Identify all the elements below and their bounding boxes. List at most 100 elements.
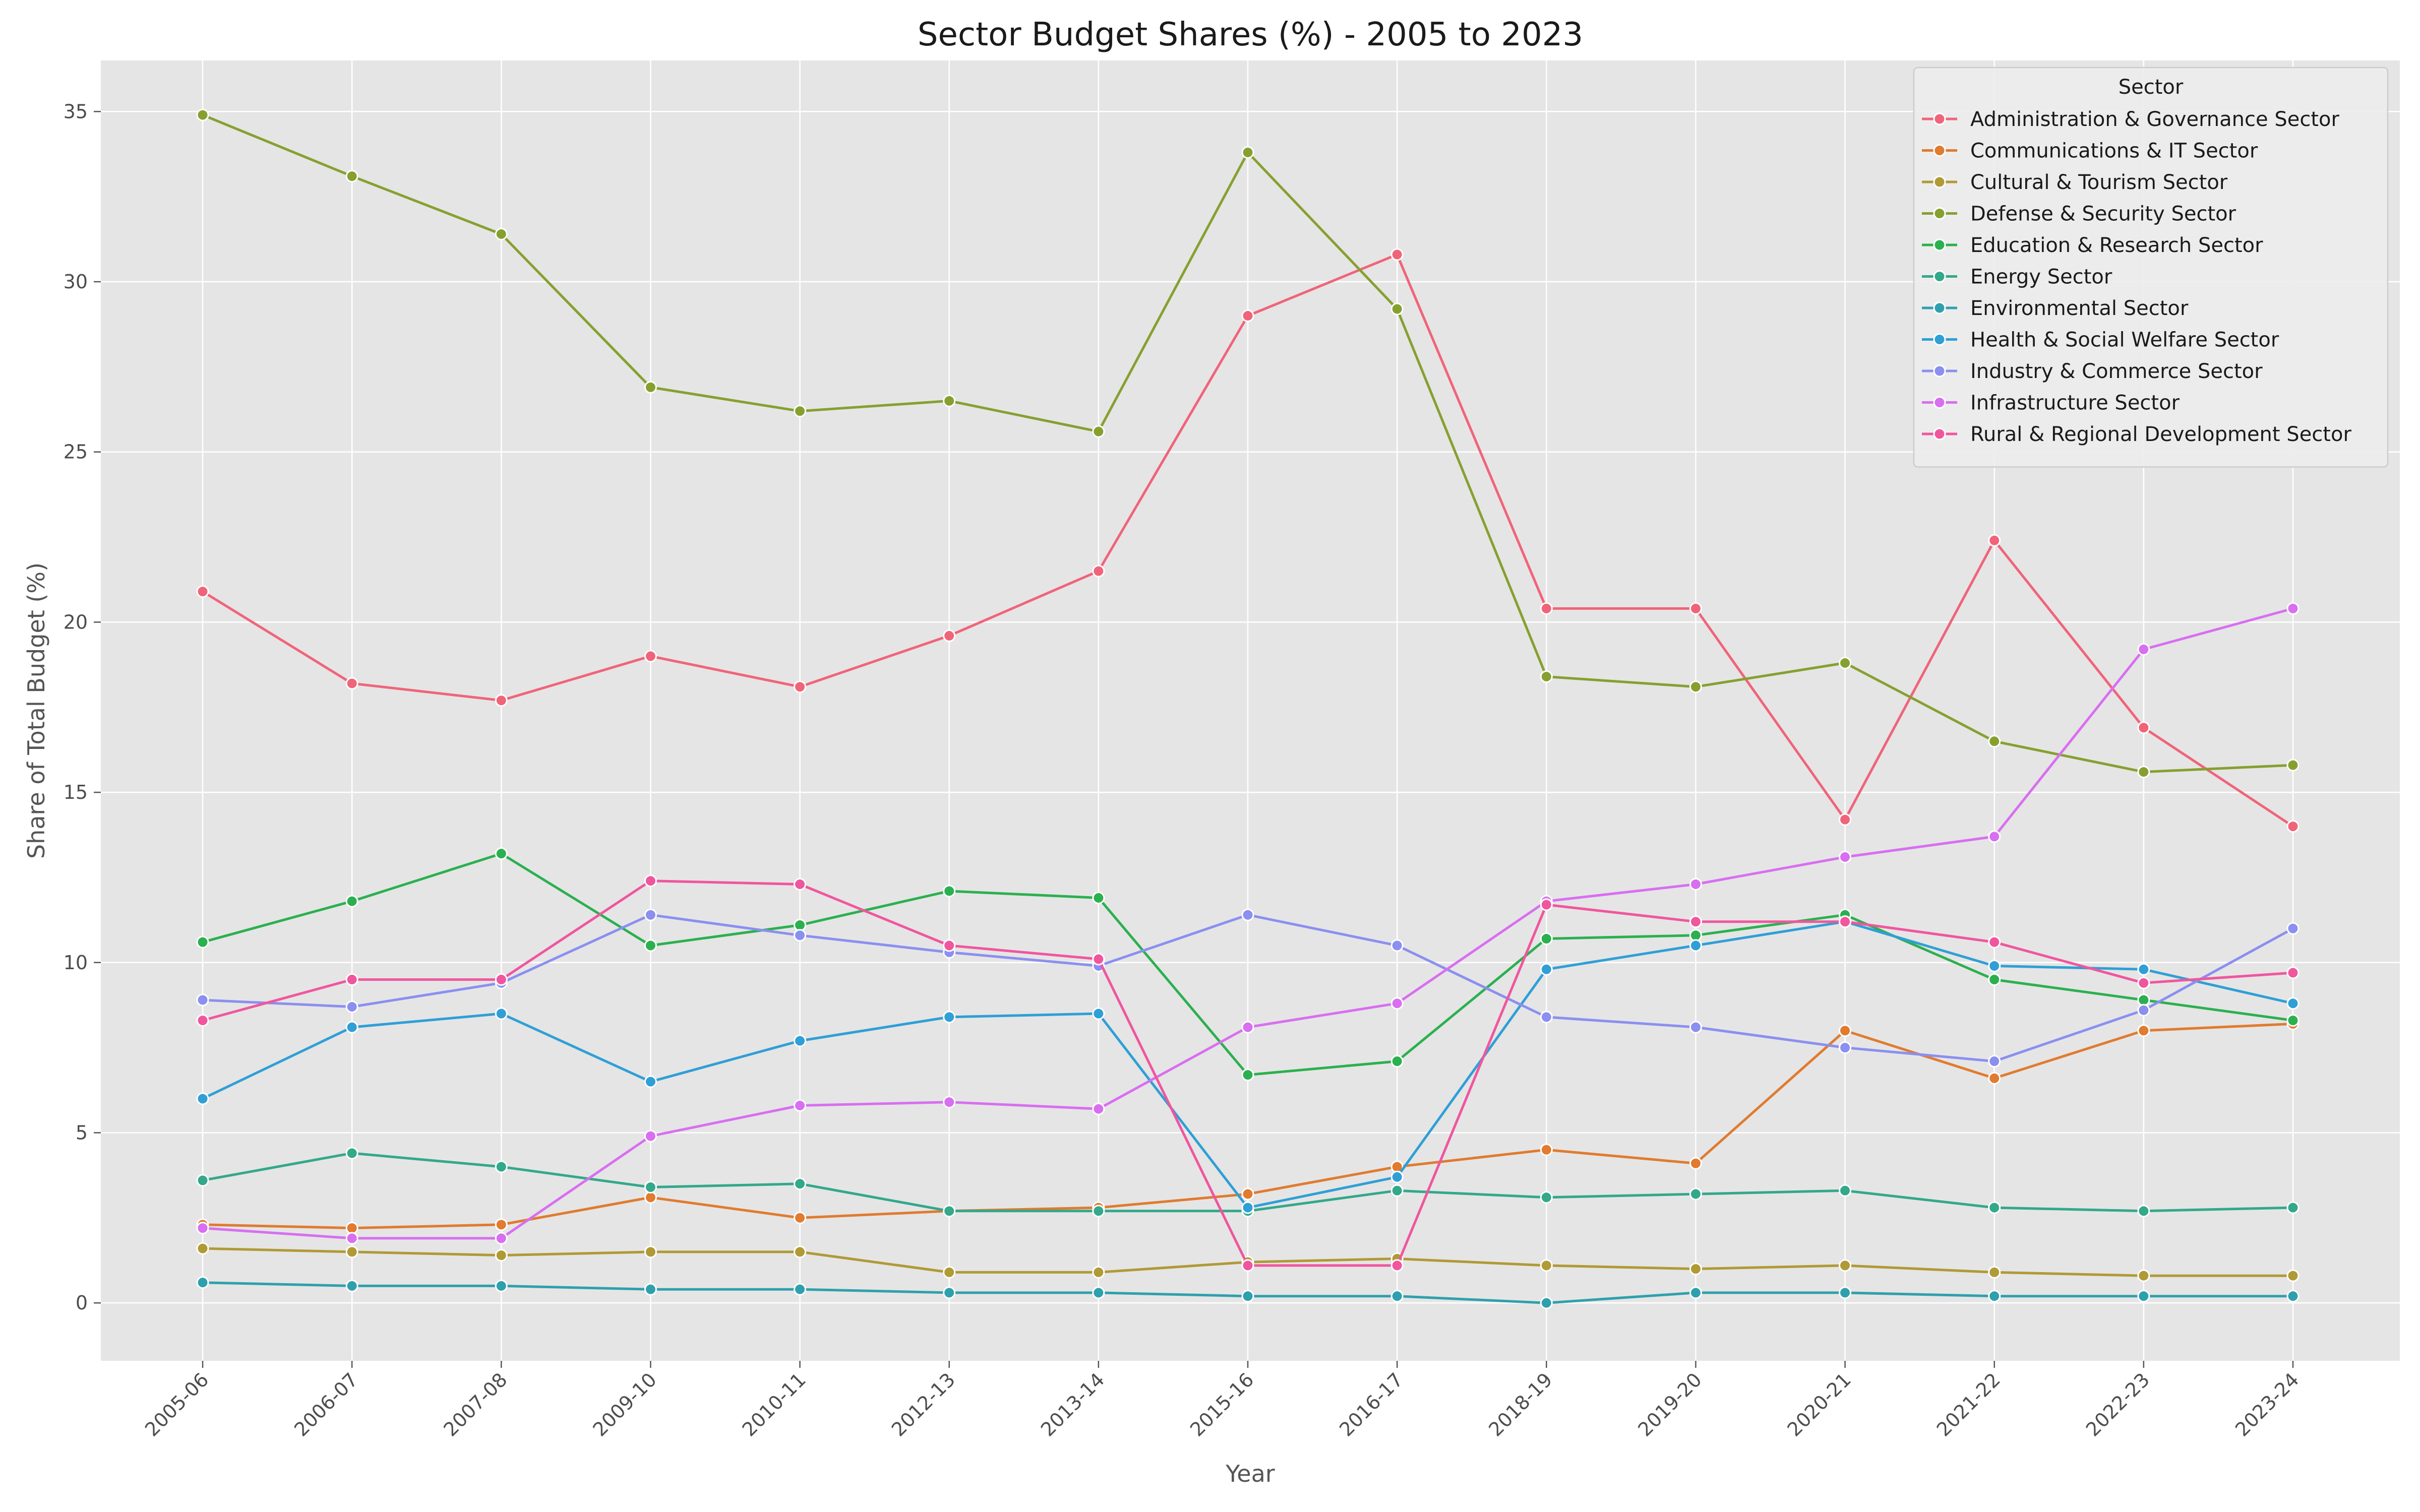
x-tick-label: 2005-06 [141, 1368, 213, 1440]
data-point [2137, 993, 2150, 1006]
data-point [1390, 1184, 1404, 1197]
data-point [1540, 670, 1553, 683]
data-point [1988, 1290, 2001, 1303]
data-point [1390, 1290, 1404, 1303]
legend-label: Education & Research Sector [1970, 234, 2263, 257]
x-tick-label: 2006-07 [290, 1368, 362, 1440]
x-tick-label: 2015-16 [1186, 1368, 1258, 1440]
data-point [1988, 735, 2001, 748]
data-point [644, 1129, 657, 1143]
data-point [345, 170, 358, 183]
data-point [1241, 309, 1254, 323]
data-point [1241, 146, 1254, 159]
data-point [196, 1092, 209, 1105]
series-lines [196, 108, 2300, 1309]
data-point [1540, 1259, 1553, 1272]
data-point [1689, 939, 1702, 952]
data-point [1689, 877, 1702, 891]
data-point [345, 1222, 358, 1235]
data-point [1092, 953, 1105, 966]
data-point [644, 1181, 657, 1194]
legend-item: Infrastructure Sector [1922, 392, 2180, 415]
data-point [1839, 1184, 1852, 1197]
data-point [1241, 1021, 1254, 1034]
data-point [1241, 1259, 1254, 1272]
data-point [1540, 898, 1553, 911]
data-point [196, 993, 209, 1006]
series-3 [196, 108, 2300, 779]
legend-item: Health & Social Welfare Sector [1922, 329, 2279, 352]
data-point [1988, 973, 2001, 986]
data-point [1839, 1024, 1852, 1037]
data-point [1839, 1041, 1852, 1054]
data-point [1540, 963, 1553, 976]
data-point [943, 939, 956, 952]
data-point [1390, 1259, 1404, 1272]
data-point [1092, 425, 1105, 438]
legend-swatch-marker [1933, 364, 1946, 377]
legend-item: Cultural & Tourism Sector [1922, 171, 2228, 194]
legend-label: Administration & Governance Sector [1970, 108, 2339, 131]
data-point [495, 1279, 508, 1292]
grid-lines [101, 60, 2400, 1361]
series-10 [196, 874, 2300, 1272]
data-point [794, 877, 807, 891]
data-point [196, 1242, 209, 1255]
legend-swatch-marker [1933, 238, 1946, 251]
series-6 [196, 1276, 2300, 1309]
data-point [943, 1011, 956, 1024]
data-point [644, 908, 657, 921]
legend-swatch-marker [1933, 333, 1946, 346]
data-point [794, 918, 807, 931]
data-point [1988, 1072, 2001, 1085]
data-point [943, 629, 956, 642]
x-tick-label: 2022-23 [2082, 1368, 2154, 1440]
data-point [196, 1222, 209, 1235]
data-point [1540, 1143, 1553, 1156]
y-tick-label: 10 [64, 952, 88, 974]
data-point [495, 1160, 508, 1173]
data-point [2137, 1269, 2150, 1282]
data-point [1092, 1286, 1105, 1299]
legend-label: Defense & Security Sector [1970, 203, 2236, 226]
data-point [196, 1276, 209, 1289]
series-2 [196, 1242, 2300, 1282]
data-point [2286, 1201, 2300, 1214]
data-point [1839, 813, 1852, 826]
data-point [794, 405, 807, 418]
data-point [1092, 1266, 1105, 1279]
data-point [644, 1245, 657, 1258]
data-point [1988, 935, 2001, 949]
x-tick-label: 2013-14 [1037, 1368, 1109, 1440]
data-point [943, 885, 956, 898]
data-point [345, 1232, 358, 1245]
data-point [1988, 534, 2001, 547]
y-axis-label: Share of Total Budget (%) [23, 562, 50, 859]
legend-item: Environmental Sector [1922, 297, 2189, 320]
data-point [2137, 721, 2150, 734]
x-tick-label: 2021-22 [1932, 1368, 2005, 1440]
legend-label: Infrastructure Sector [1970, 392, 2180, 415]
legend-item: Industry & Commerce Sector [1922, 360, 2263, 383]
data-point [2137, 963, 2150, 976]
data-point [644, 874, 657, 888]
series-7 [196, 915, 2300, 1214]
data-point [943, 1096, 956, 1109]
x-tick-label: 2016-17 [1335, 1368, 1407, 1440]
data-point [1092, 1007, 1105, 1020]
legend-swatch-marker [1933, 144, 1946, 157]
legend-swatch-marker [1933, 175, 1946, 188]
legend-swatch-marker [1933, 207, 1946, 220]
data-point [345, 895, 358, 908]
x-tick-label: 2012-13 [887, 1368, 959, 1440]
data-point [943, 1266, 956, 1279]
y-tick-label: 0 [76, 1292, 88, 1314]
data-point [1241, 1068, 1254, 1082]
data-point [1689, 1021, 1702, 1034]
data-point [2137, 1205, 2150, 1218]
legend-box [1913, 67, 2389, 468]
data-point [196, 1174, 209, 1187]
y-tick-label: 5 [76, 1121, 88, 1144]
data-point [345, 1147, 358, 1160]
data-point [794, 1099, 807, 1112]
